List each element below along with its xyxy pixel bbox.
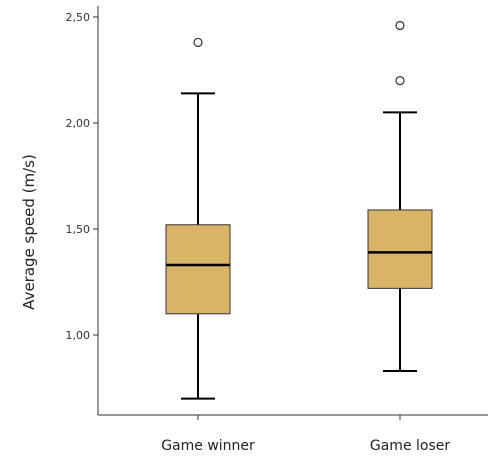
outlier-point [395, 20, 405, 31]
x-category-label: Game loser [370, 438, 450, 454]
y-axis-title: Average speed (m/s) [20, 154, 38, 310]
y-tick-label: 1,50 [66, 223, 91, 236]
x-axis-labels: Game winner Game loser [161, 415, 450, 454]
axes [97, 6, 488, 416]
boxes [165, 20, 433, 400]
iqr-box [367, 209, 433, 289]
box-game-winner [165, 37, 231, 400]
box-game-loser [367, 20, 433, 373]
outlier-point [193, 37, 203, 48]
y-tick-label: 2,00 [66, 117, 91, 130]
x-category-label: Game winner [161, 438, 255, 454]
y-tick-label: 1,00 [66, 329, 91, 342]
y-tick-label: 2,50 [66, 11, 91, 24]
y-axis-ticks: 2,50 2,00 1,50 1,00 [66, 11, 98, 342]
iqr-box [165, 224, 231, 315]
outlier-point [395, 75, 405, 86]
